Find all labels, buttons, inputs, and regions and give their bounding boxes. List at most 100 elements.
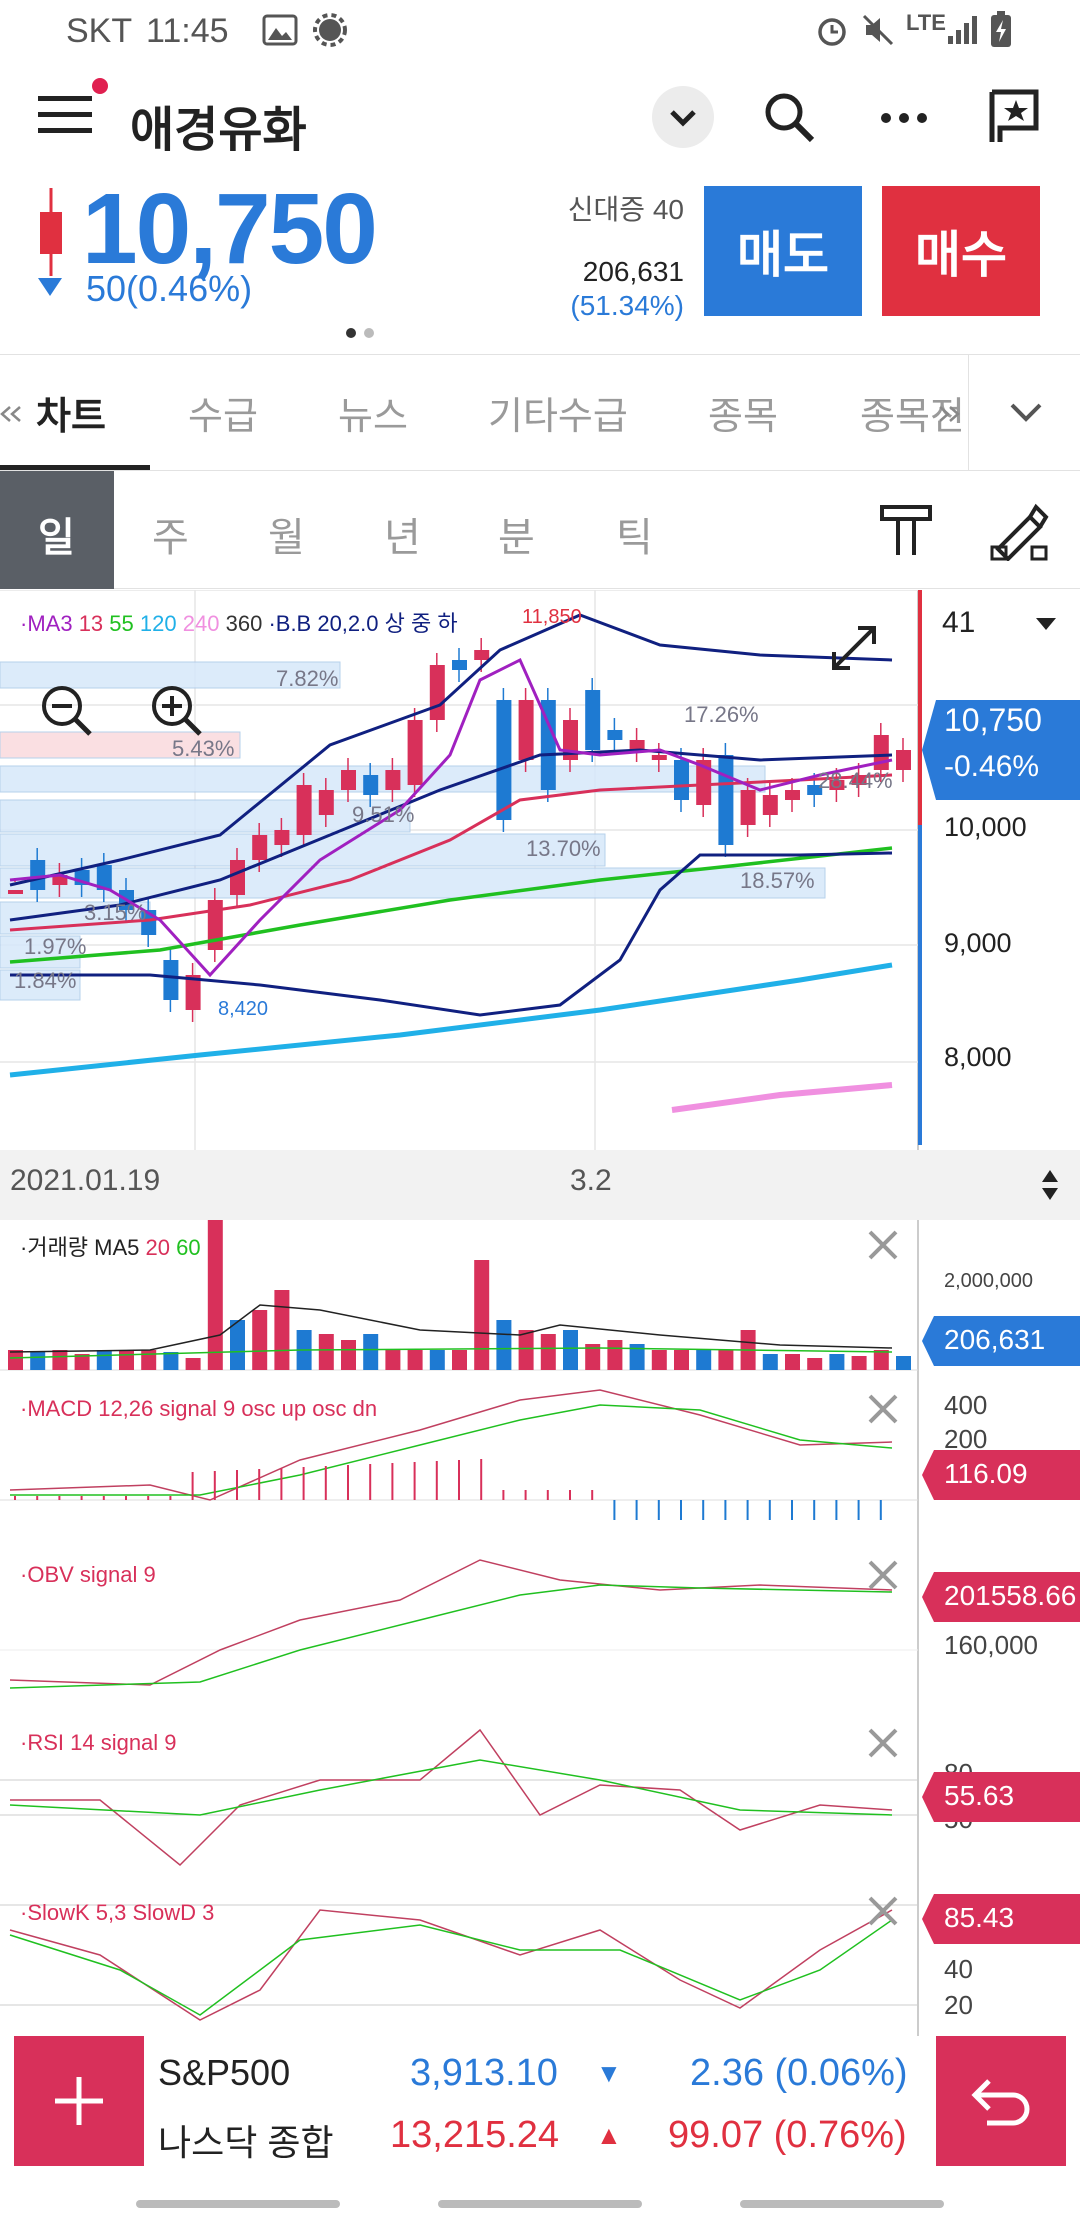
close-icon[interactable]: [866, 1726, 900, 1760]
candle: [185, 975, 201, 1010]
period-month[interactable]: 월: [268, 516, 305, 560]
back-button[interactable]: [936, 2036, 1066, 2166]
expand-icon[interactable]: [826, 620, 882, 676]
candle: [318, 790, 334, 815]
ticker-value-nasdaq: 13,215.24: [390, 2114, 560, 2156]
volume-bar: [563, 1330, 578, 1370]
draw-tool-icon[interactable]: [990, 499, 1050, 561]
volume-bar: [141, 1350, 157, 1370]
obv-y-tick: 160,000: [944, 1630, 1038, 1660]
legend-ma13: 13: [78, 611, 104, 636]
candle: [452, 660, 467, 670]
period-day[interactable]: 일: [38, 516, 75, 560]
stock-dropdown-button[interactable]: [652, 86, 714, 148]
volume-bar: [585, 1344, 601, 1370]
volume-bar: [207, 1220, 223, 1370]
settings-gear-icon: [313, 13, 347, 47]
volume-bar: [696, 1350, 712, 1370]
stock-name[interactable]: 애경유화: [130, 104, 307, 157]
period-minute[interactable]: 분: [498, 516, 535, 560]
carrier-label: SKT: [66, 12, 133, 50]
obv-panel-title: ·OBV signal 9: [20, 1562, 156, 1587]
close-icon[interactable]: [866, 1392, 900, 1426]
sort-toggle-icon[interactable]: [1038, 1168, 1062, 1202]
volume-bar: [185, 1358, 201, 1370]
tab-supply[interactable]: 수급: [188, 396, 258, 438]
nav-recent[interactable]: [136, 2200, 340, 2208]
close-icon[interactable]: [866, 1894, 900, 1928]
ticker-arrow-sp500: ▼: [596, 2058, 622, 2088]
zoom-out-icon[interactable]: [38, 682, 94, 738]
add-button[interactable]: [14, 2036, 144, 2166]
legend-ma360: 360: [225, 611, 263, 636]
candle: [807, 785, 823, 795]
bookmark-button[interactable]: [988, 88, 1040, 149]
volume-bar: [318, 1334, 334, 1370]
range-up-bar: [918, 590, 922, 825]
scroll-right-icon[interactable]: [938, 405, 960, 423]
legend-bb: ·B.B 20,2.0 상 중 하: [268, 611, 458, 636]
divider: [968, 355, 969, 471]
buy-button[interactable]: 매수: [882, 186, 1040, 316]
nav-home[interactable]: [438, 2200, 642, 2208]
candle: [607, 730, 623, 740]
volume-bar: [873, 1350, 889, 1370]
legend-ma3: ·MA3: [20, 611, 73, 636]
volume-bar: [785, 1354, 800, 1370]
tab-stock[interactable]: 종목: [708, 396, 778, 438]
pct-label: 13.70%: [526, 836, 601, 861]
volume-bar: [452, 1350, 467, 1370]
macd-badge: 116.09: [944, 1458, 1028, 1489]
price-change: 50(0.46%): [86, 268, 253, 309]
volume-bar: [496, 1320, 512, 1370]
tab-chart[interactable]: 차트: [36, 396, 106, 438]
bb-zone: [0, 867, 826, 899]
volume-bar: [96, 1350, 112, 1370]
margin-label: 신대증 40: [567, 194, 684, 225]
obv-badge: 201558.66: [944, 1580, 1077, 1611]
ticker-change-nasdaq: 99.07 (0.76%): [668, 2114, 907, 2156]
slow-badge-shape: [922, 1894, 1080, 1944]
volume-bar: [30, 1352, 46, 1370]
price-badge-change: -0.46%: [944, 750, 1040, 783]
search-button[interactable]: [762, 90, 818, 151]
y-tick-9000: 9,000: [944, 928, 1012, 958]
tab-stock-more[interactable]: 종목전: [860, 396, 965, 438]
sell-button[interactable]: 매도: [704, 186, 862, 316]
ticker-name-nasdaq[interactable]: 나스닥 종합: [158, 2122, 334, 2163]
tab-news[interactable]: 뉴스: [338, 396, 408, 438]
count-selector[interactable]: 41: [942, 606, 976, 639]
chevron-down-icon[interactable]: [1006, 399, 1046, 427]
menu-button[interactable]: [38, 92, 92, 138]
price-summary: 10,750 50(0.46%) 신대증 40 206,631 (51.34%)…: [0, 173, 1080, 355]
zoom-in-icon[interactable]: [148, 682, 204, 738]
bb-middle-line: [9, 748, 893, 922]
period-year[interactable]: 년: [384, 516, 421, 560]
tab-other-supply[interactable]: 기타수급: [488, 396, 628, 438]
close-icon[interactable]: [866, 1228, 900, 1262]
market-ticker-bar: S&P500 3,913.10 ▼ 2.36 (0.06%) 나스닥 종합 13…: [0, 2036, 1080, 2220]
count-dropdown-icon[interactable]: [1034, 616, 1058, 632]
volume-bar: [274, 1290, 290, 1370]
candle: [474, 650, 490, 660]
candle: [540, 700, 556, 790]
scroll-left-icon[interactable]: [0, 405, 22, 423]
volume-bar: [74, 1354, 90, 1370]
more-button[interactable]: [876, 90, 932, 151]
indicator-settings-icon[interactable]: [878, 501, 934, 561]
volume-bar: [674, 1350, 689, 1370]
macd-line: [9, 1389, 893, 1501]
volume-bar: [163, 1352, 179, 1370]
candle: [252, 835, 268, 860]
bb-zone: [0, 661, 341, 689]
chart-area[interactable]: ·MA3 13 55 120 240 360 ·B.B 20,2.0 상 중 하…: [0, 590, 1080, 2036]
period-tick[interactable]: 틱: [616, 516, 653, 560]
nav-back[interactable]: [740, 2200, 944, 2208]
rsi-panel-title: ·RSI 14 signal 9: [20, 1730, 177, 1755]
ma55-line: [9, 846, 893, 964]
close-icon[interactable]: [866, 1558, 900, 1592]
ticker-name-sp500[interactable]: S&P500: [158, 2052, 291, 2093]
candle: [207, 900, 223, 950]
period-week[interactable]: 주: [152, 516, 189, 560]
volume-bar: [851, 1356, 867, 1370]
